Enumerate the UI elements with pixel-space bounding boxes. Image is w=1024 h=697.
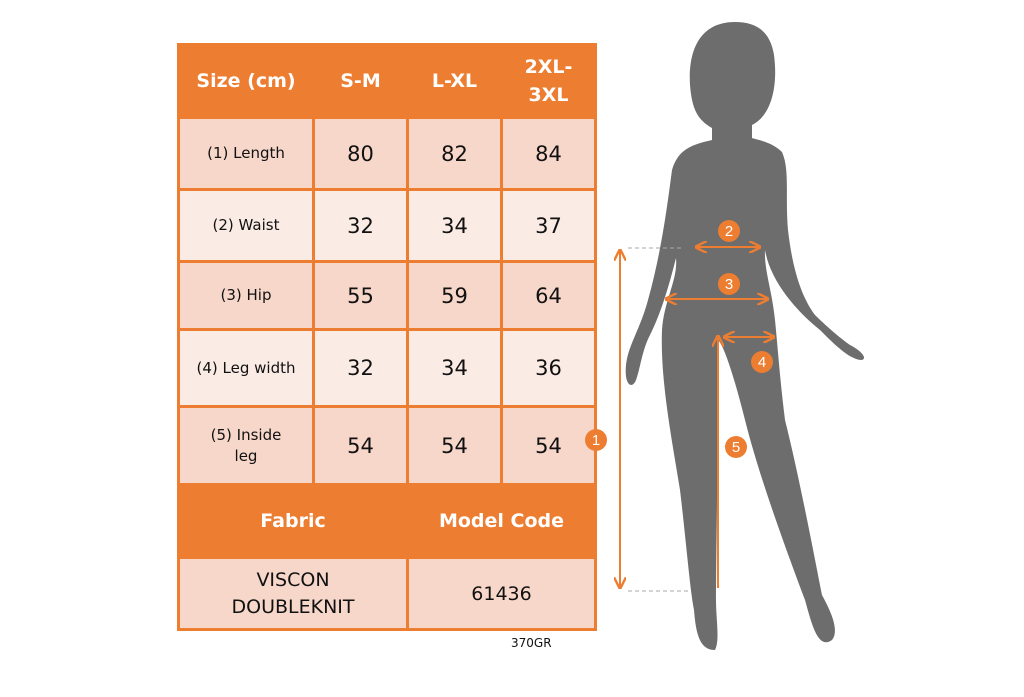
cell: 36 — [500, 328, 597, 408]
fabric-header: Fabric — [177, 483, 409, 559]
table-row: (5) Inside leg 54 54 54 — [177, 405, 597, 486]
cell: 32 — [312, 328, 409, 408]
cell: 32 — [312, 188, 409, 263]
cell: 84 — [500, 116, 597, 191]
header-row: Size (cm) S-M L-XL 2XL-3XL — [177, 43, 597, 119]
footer-header-row: Fabric Model Code — [177, 483, 597, 559]
svg-text:1: 1 — [592, 432, 600, 449]
product-code: 370GR — [511, 636, 552, 650]
cell: 64 — [500, 260, 597, 331]
cell: 37 — [500, 188, 597, 263]
cell: 54 — [406, 405, 503, 486]
header-2xl-3xl: 2XL-3XL — [500, 43, 597, 119]
model-code-value: 61436 — [406, 556, 597, 631]
cell: 54 — [500, 405, 597, 486]
svg-text:4: 4 — [758, 354, 766, 371]
header-l-xl: L-XL — [406, 43, 503, 119]
marker-4: 4 — [751, 351, 773, 373]
svg-text:5: 5 — [732, 439, 740, 456]
table-row: (1) Length 80 82 84 — [177, 116, 597, 191]
svg-text:3: 3 — [725, 276, 733, 293]
marker-1: 1 — [585, 429, 607, 451]
row-label: (1) Length — [177, 116, 315, 191]
cell: 80 — [312, 116, 409, 191]
footer-row: VISCON DOUBLEKNIT 61436 — [177, 556, 597, 631]
cell: 82 — [406, 116, 503, 191]
row-label: (2) Waist — [177, 188, 315, 263]
marker-2: 2 — [718, 220, 740, 242]
size-chart-table: Size (cm) S-M L-XL 2XL-3XL (1) Length 80… — [177, 43, 597, 631]
fabric-value: VISCON DOUBLEKNIT — [177, 556, 409, 631]
row-label: (3) Hip — [177, 260, 315, 331]
table-row: (3) Hip 55 59 64 — [177, 260, 597, 331]
cell: 55 — [312, 260, 409, 331]
header-size: Size (cm) — [177, 43, 315, 119]
table-row: (2) Waist 32 34 37 — [177, 188, 597, 263]
svg-text:2: 2 — [725, 223, 733, 240]
cell: 34 — [406, 328, 503, 408]
cell: 34 — [406, 188, 503, 263]
cell: 59 — [406, 260, 503, 331]
table-row: (4) Leg width 32 34 36 — [177, 328, 597, 408]
cell: 54 — [312, 405, 409, 486]
marker-5: 5 — [725, 436, 747, 458]
marker-3: 3 — [718, 273, 740, 295]
header-s-m: S-M — [312, 43, 409, 119]
row-label: (5) Inside leg — [177, 405, 315, 486]
model-code-header: Model Code — [406, 483, 597, 559]
row-label: (4) Leg width — [177, 328, 315, 408]
